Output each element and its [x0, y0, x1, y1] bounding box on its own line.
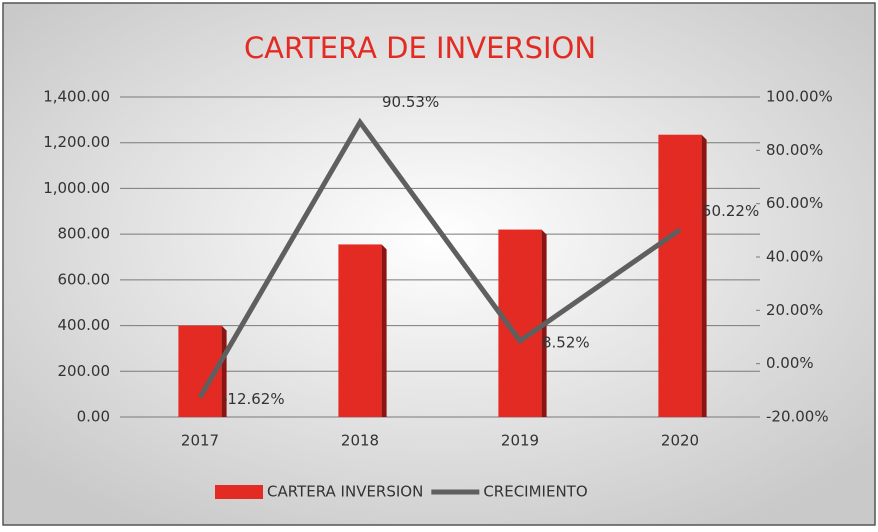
y2-tick-label: 100.00%: [766, 88, 833, 106]
y-tick-label: 400.00: [58, 316, 111, 334]
chart-title: CARTERA DE INVERSION: [244, 31, 596, 65]
data-label: 90.53%: [382, 93, 439, 111]
y-tick-label: 0.00: [77, 408, 110, 426]
legend-label: CRECIMIENTO: [483, 483, 587, 501]
y2-tick-label: 60.00%: [766, 194, 823, 212]
line: [197, 117, 682, 399]
data-label: 8.52%: [542, 333, 590, 351]
y-tick-label: 800.00: [58, 225, 111, 243]
data-label: -12.62%: [222, 390, 285, 408]
y-tick-label: 1,400.00: [43, 88, 110, 106]
data-label: 50.22%: [702, 202, 759, 220]
x-tick-label: 2019: [501, 432, 539, 450]
x-tick-label: 2020: [661, 432, 699, 450]
y-tick-label: 1,200.00: [43, 133, 110, 151]
y2-tick-label: 80.00%: [766, 141, 823, 159]
x-tick-label: 2017: [181, 432, 219, 450]
bar: [658, 134, 702, 417]
y-tick-label: 600.00: [58, 270, 111, 288]
y2-tick-label: 0.00%: [766, 354, 814, 372]
y-tick-label: 1,000.00: [43, 179, 110, 197]
legend-swatch: [215, 485, 263, 499]
y-tick-label: 200.00: [58, 362, 111, 380]
bar-side: [381, 244, 387, 417]
x-tick-label: 2018: [341, 432, 379, 450]
bar: [338, 244, 382, 417]
y2-tick-label: -20.00%: [766, 408, 829, 426]
bar-side: [701, 134, 707, 417]
bar-side: [221, 325, 227, 417]
legend-label: CARTERA INVERSION: [267, 483, 423, 501]
y2-tick-label: 40.00%: [766, 248, 823, 266]
y2-tick-label: 20.00%: [766, 301, 823, 319]
